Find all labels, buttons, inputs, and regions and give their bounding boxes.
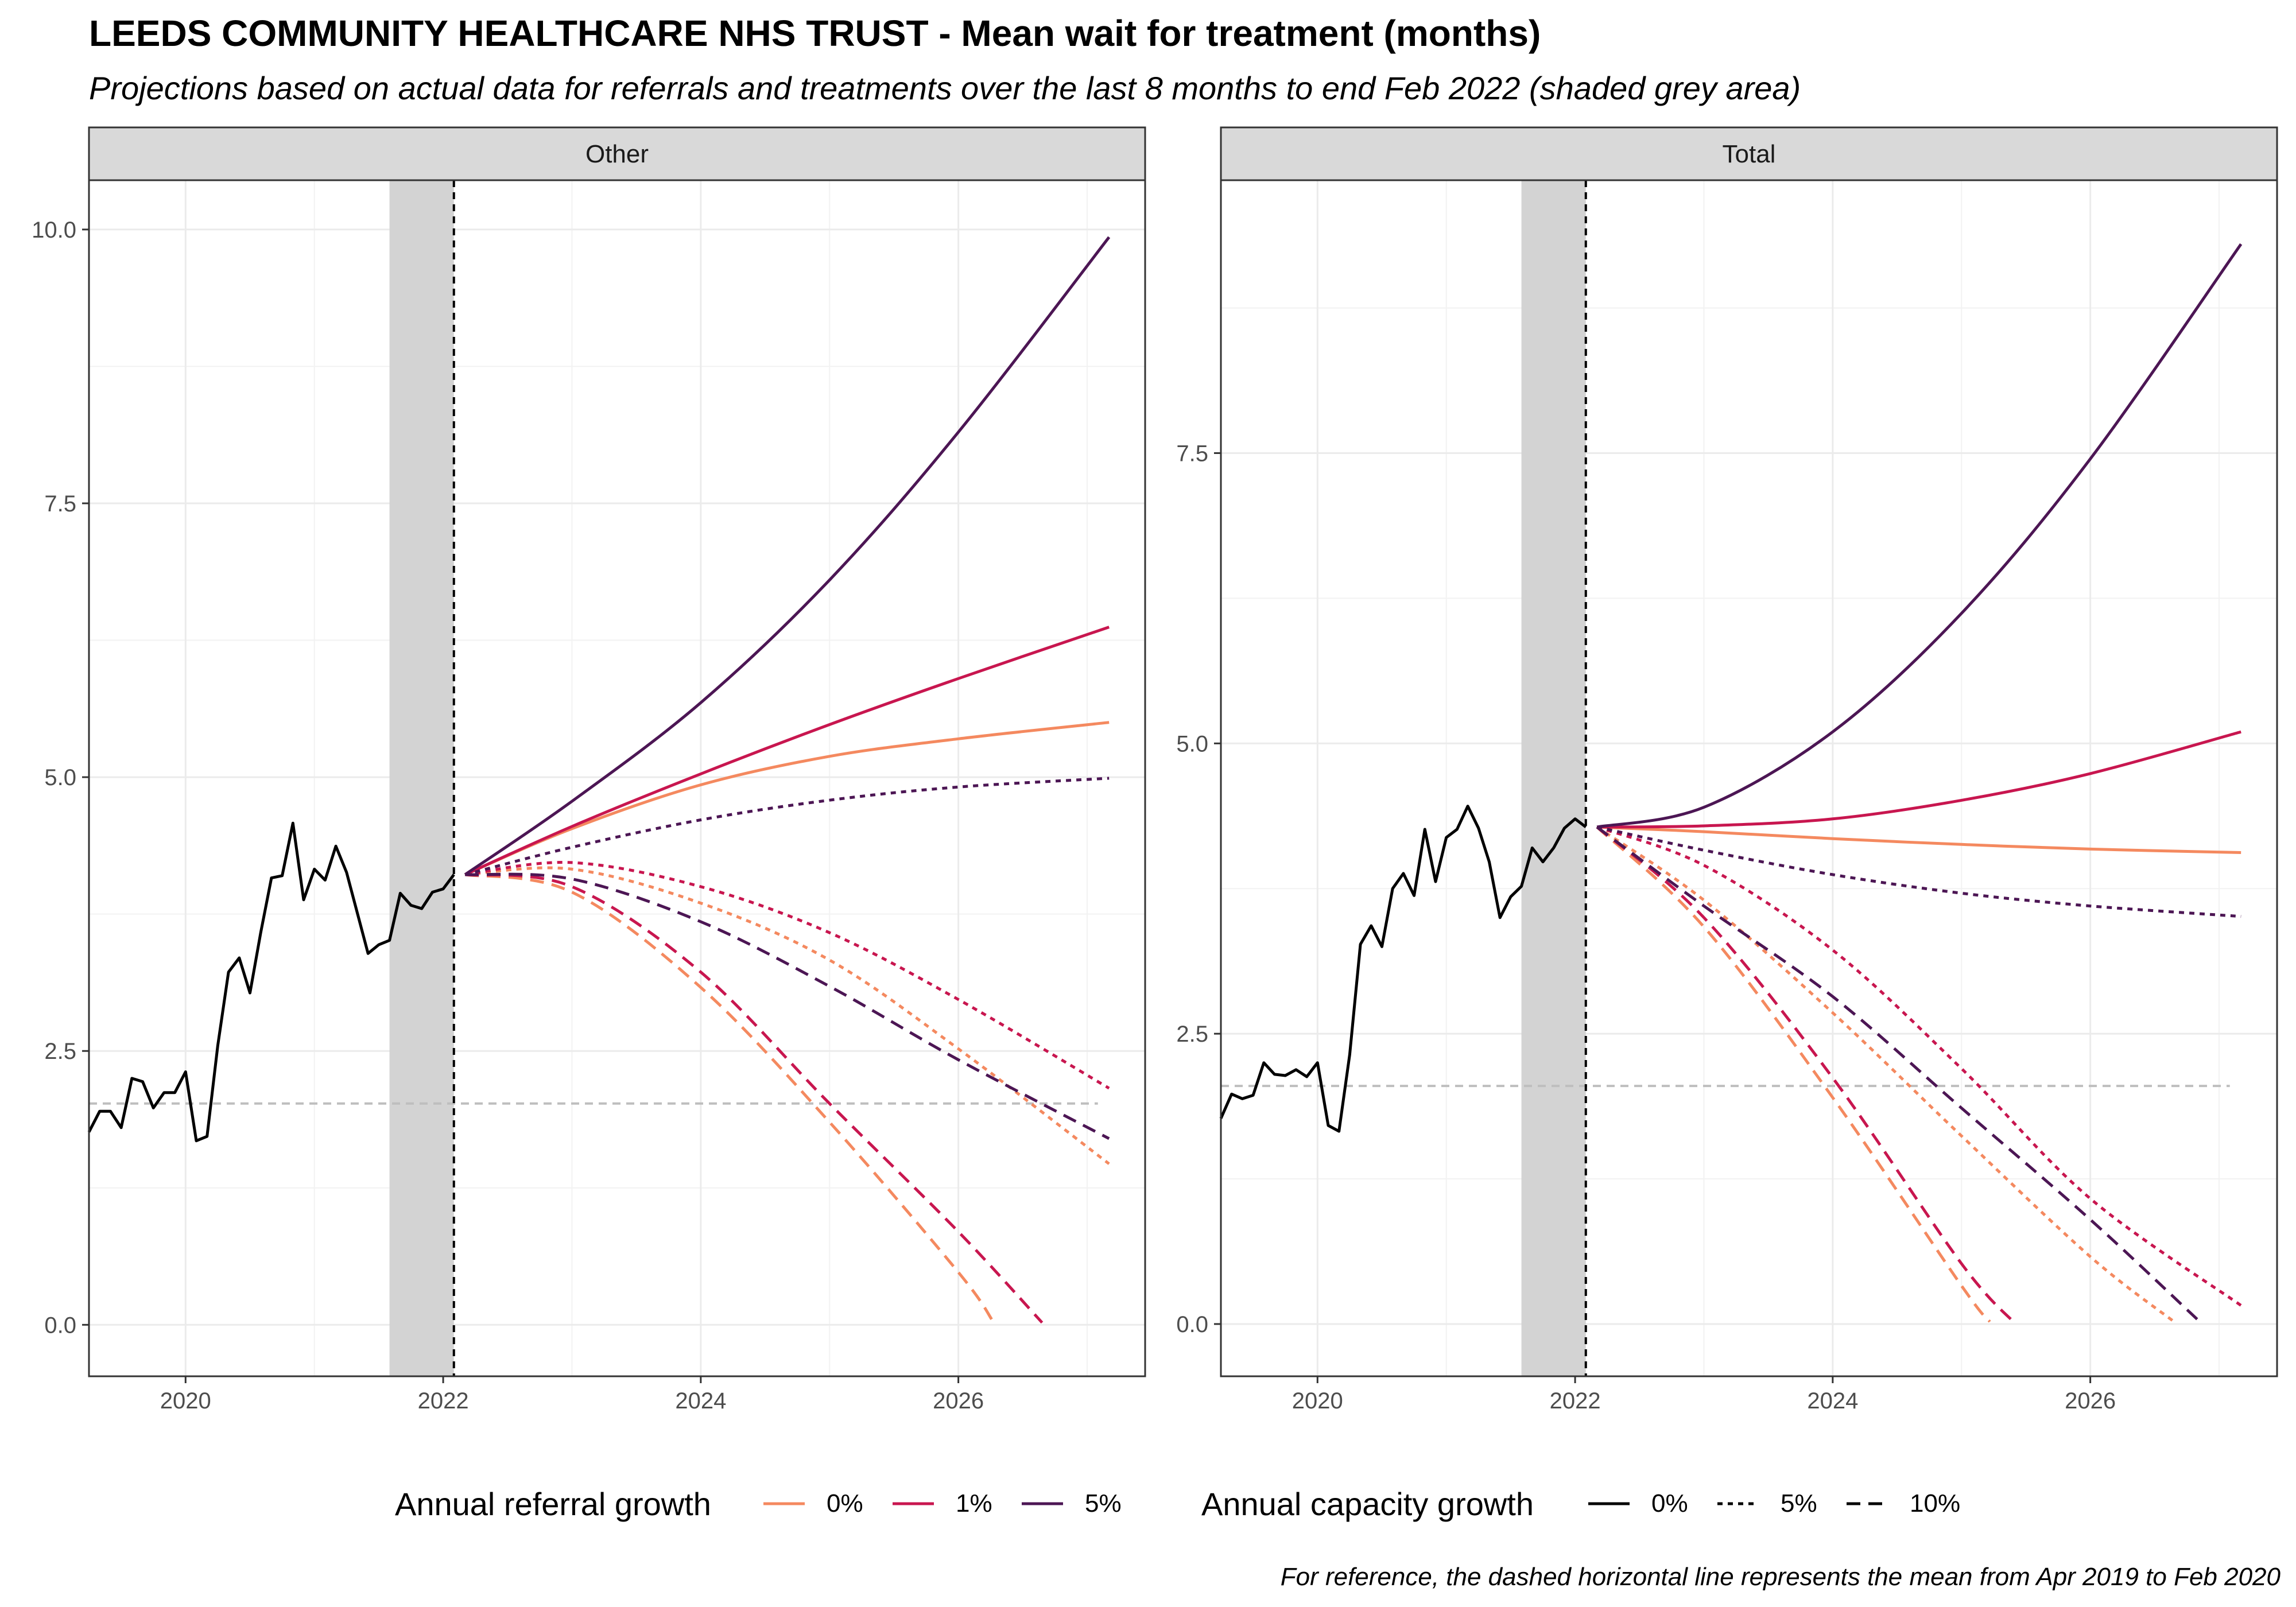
projection-line-referral-0pct-capacity-10pct (464, 873, 995, 1323)
strip-background (1220, 126, 2278, 181)
shaded-period (389, 180, 454, 1376)
y-tick-label: 2.5 (1176, 1022, 1208, 1047)
y-tick-label: 5.0 (44, 765, 76, 790)
projection-line-referral-5pct-capacity-10pct (1596, 825, 2201, 1323)
projection-line-referral-1pct-capacity-5pct (464, 861, 1110, 1090)
legend-capacity-growth: Annual capacity growth 0% 5% 10% (1201, 1486, 1960, 1522)
projection-line-referral-1pct-capacity-10pct (1596, 826, 2017, 1325)
projection-line-referral-5pct-capacity-0pct (1596, 243, 2243, 829)
y-tick-label: 7.5 (1176, 441, 1208, 466)
x-tick-label: 2026 (933, 1388, 984, 1414)
x-tick-label: 2024 (1807, 1388, 1858, 1414)
y-tick-label: 5.0 (1176, 731, 1208, 756)
chart-caption: For reference, the dashed horizontal lin… (1281, 1563, 2281, 1591)
projection-line-referral-5pct-capacity-5pct (1596, 825, 2241, 918)
projection-line-referral-5pct-capacity-10pct (465, 872, 1110, 1140)
chart-title: LEEDS COMMUNITY HEALTHCARE NHS TRUST - M… (89, 13, 1541, 54)
plot-background (89, 180, 1145, 1376)
legend-referral-title: Annual referral growth (395, 1486, 711, 1522)
projection-line-referral-0pct-capacity-5pct (1596, 825, 2175, 1323)
actual-series-line (1219, 805, 1587, 1133)
projection-line-referral-0pct-capacity-0pct (464, 721, 1110, 876)
actual-series-line (87, 821, 455, 1143)
legend-label-referral-5pct: 5% (1085, 1489, 1122, 1517)
legend-label-referral-1pct: 1% (956, 1489, 992, 1517)
plot-background (1221, 180, 2277, 1376)
legend-label-referral-0pct: 0% (827, 1489, 863, 1517)
y-tick-label: 7.5 (44, 491, 76, 517)
strip-label: Other (585, 140, 649, 168)
chart-subtitle: Projections based on actual data for ref… (89, 70, 1801, 106)
y-tick-label: 2.5 (44, 1039, 76, 1064)
x-tick-label: 2024 (675, 1388, 726, 1414)
x-tick-label: 2020 (160, 1388, 211, 1414)
strip-background (88, 126, 1146, 181)
legend-label-capacity-0pct: 0% (1651, 1489, 1688, 1517)
y-tick-label: 10.0 (32, 218, 76, 243)
projection-line-referral-1pct-capacity-10pct (464, 873, 1044, 1324)
projection-line-referral-0pct-capacity-5pct (465, 866, 1110, 1165)
projection-line-referral-0pct-capacity-10pct (1596, 826, 1991, 1323)
legend-label-capacity-5pct: 5% (1781, 1489, 1817, 1517)
panel-total: Total 0.0 2.5 5.0 7.5 2020 2022 2024 2026 (1176, 126, 2278, 1414)
panel-other: Other 0.0 2.5 5.0 7.5 10.0 2020 2022 2024 2026 (32, 126, 1146, 1414)
projection-line-referral-5pct-capacity-5pct (464, 777, 1110, 876)
y-tick-label: 0.0 (44, 1313, 76, 1338)
projection-line-referral-1pct-capacity-5pct (1596, 825, 2242, 1307)
shaded-period (1521, 180, 1586, 1376)
legend-referral-growth: Annual referral growth 0% 1% 5% (395, 1486, 1122, 1522)
x-tick-label: 2020 (1292, 1388, 1343, 1414)
strip-label: Total (1723, 140, 1776, 168)
y-tick-label: 0.0 (1176, 1312, 1208, 1337)
projection-line-referral-1pct-capacity-0pct (1597, 730, 2241, 829)
x-tick-label: 2026 (2065, 1388, 2116, 1414)
x-tick-label: 2022 (418, 1388, 469, 1414)
x-tick-label: 2022 (1550, 1388, 1601, 1414)
projection-line-referral-1pct-capacity-0pct (464, 626, 1110, 876)
projection-line-referral-0pct-capacity-0pct (1597, 825, 2241, 854)
projection-line-referral-5pct-capacity-0pct (464, 236, 1111, 876)
legend-label-capacity-10pct: 10% (1910, 1489, 1960, 1517)
legend-capacity-title: Annual capacity growth (1201, 1486, 1534, 1522)
